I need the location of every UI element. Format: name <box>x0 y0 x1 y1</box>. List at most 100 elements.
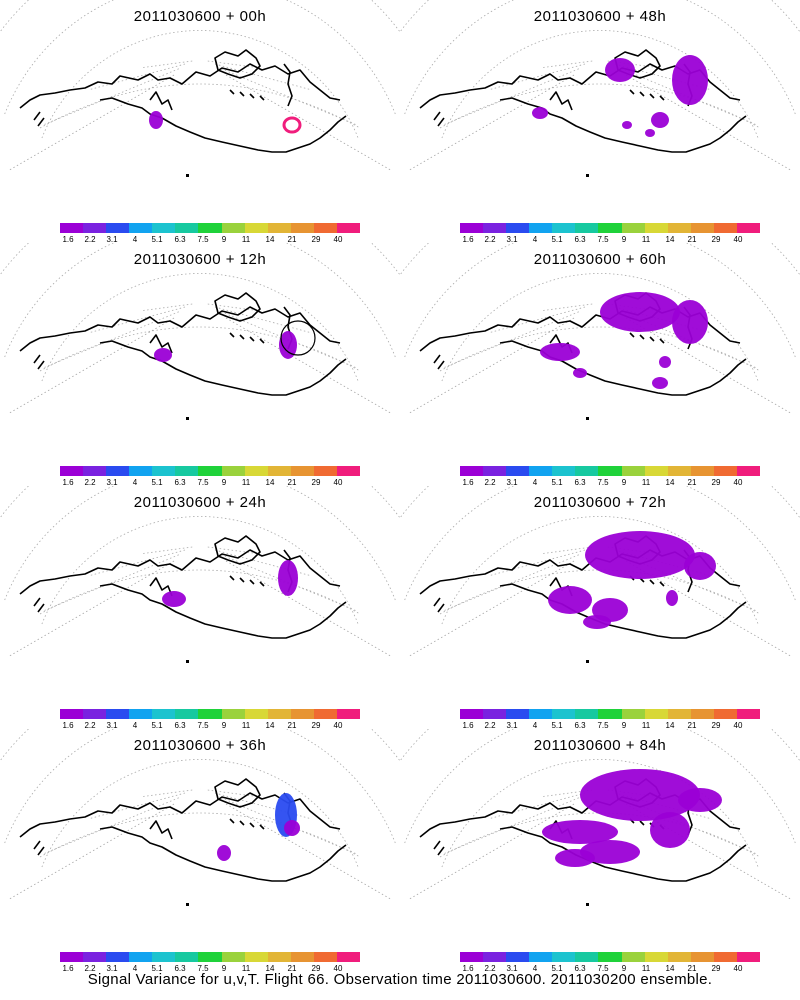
colorbar-swatch <box>552 466 576 476</box>
signal-region <box>605 58 635 82</box>
colorbar-swatch <box>336 709 361 719</box>
colorbar-swatch <box>529 709 553 719</box>
colorbar-tick-label: 9 <box>221 721 227 730</box>
signal-region <box>684 552 716 580</box>
colorbar-tick-label: 5.1 <box>151 478 163 487</box>
colorbar-swatch <box>552 709 576 719</box>
colorbar-tick-label: 7.5 <box>197 721 209 730</box>
colorbar-swatch <box>483 952 507 962</box>
colorbar-swatch <box>644 223 668 233</box>
colorbar-tick-label: 9 <box>621 478 627 487</box>
map-svg <box>400 729 800 906</box>
map-panel: 2011030600 + 72h 1.6 2.2 3.1 4 5.1 6.3 7.5 9 11 14… <box>400 486 800 730</box>
map-panel: 2011030600 + 84h 1.6 2.2 3.1 4 5.1 6.3 7.5 9 11 14… <box>400 729 800 973</box>
colorbar-swatch <box>244 709 268 719</box>
colorbar <box>460 466 761 476</box>
map-panel: 2011030600 + 00h 1.6 2.2 3.1 4 5.1 6.3 7.5 9 11 14… <box>0 0 400 244</box>
colorbar-tick-label: 3.1 <box>506 964 518 973</box>
colorbar-tick-label: 2.2 <box>484 478 496 487</box>
signal-region <box>580 769 700 821</box>
colorbar-swatch <box>198 223 222 233</box>
colorbar-swatch <box>690 466 714 476</box>
signal-region <box>652 377 668 389</box>
signal-region <box>279 331 297 359</box>
colorbar-labels: 1.6 2.2 3.1 4 5.1 6.3 7.5 9 11 14 21 29 40 <box>58 235 358 245</box>
colorbar-tick-label: 21 <box>287 478 297 487</box>
colorbar-tick-label: 3.1 <box>106 478 118 487</box>
coastline <box>19 778 347 882</box>
colorbar-swatch <box>736 709 761 719</box>
colorbar-swatch <box>690 223 714 233</box>
colorbar-tick-label: 29 <box>311 235 321 244</box>
signal-region <box>583 615 611 629</box>
colorbar-tick-label: 5.1 <box>551 964 563 973</box>
colorbar-tick-label: 29 <box>311 721 321 730</box>
colorbar-swatch <box>60 952 84 962</box>
colorbar-swatch <box>690 709 714 719</box>
colorbar-tick-label: 4 <box>132 964 138 973</box>
colorbar-swatch <box>313 709 337 719</box>
colorbar-swatch <box>60 466 84 476</box>
colorbar-tick-label: 11 <box>241 721 251 730</box>
colorbar-tick-label: 6.3 <box>174 964 186 973</box>
colorbar-tick-label: 5.1 <box>151 235 163 244</box>
colorbar-swatch <box>736 952 761 962</box>
colorbar-tick-label: 9 <box>621 721 627 730</box>
colorbar-swatch <box>460 466 484 476</box>
colorbar-tick-label: 21 <box>287 964 297 973</box>
colorbar-swatch <box>529 223 553 233</box>
colorbar-swatch <box>290 466 314 476</box>
colorbar-labels: 1.6 2.2 3.1 4 5.1 6.3 7.5 9 11 14 21 29 40 <box>458 721 758 731</box>
panel-title: 2011030600 + 36h <box>133 737 267 754</box>
colorbar-tick-label: 11 <box>641 235 651 244</box>
colorbar-swatch <box>175 952 199 962</box>
colorbar-tick-label: 14 <box>665 964 675 973</box>
colorbar-swatch <box>129 952 153 962</box>
colorbar-tick-label: 7.5 <box>197 478 209 487</box>
colorbar-swatch <box>644 709 668 719</box>
colorbar-tick-label: 5.1 <box>551 235 563 244</box>
colorbar-swatch <box>621 952 645 962</box>
colorbar-tick-label: 2.2 <box>84 235 96 244</box>
colorbar-swatch <box>506 466 530 476</box>
colorbar-tick-label: 11 <box>641 964 651 973</box>
colorbar <box>60 466 361 476</box>
figure-caption: Signal Variance for u,v,T. Flight 66. Ob… <box>87 971 713 988</box>
colorbar-swatch <box>267 709 291 719</box>
colorbar <box>60 709 361 719</box>
map-panel: 2011030600 + 36h 1.6 2.2 3.1 4 5.1 6.3 7.5 9 11 14… <box>0 729 400 973</box>
colorbar-tick-label: 2.2 <box>484 235 496 244</box>
colorbar-tick-label: 7.5 <box>597 964 609 973</box>
signal-region <box>542 820 618 844</box>
colorbar <box>460 223 761 233</box>
observation-circle <box>280 320 316 356</box>
panel-title: 2011030600 + 60h <box>533 251 667 268</box>
signal-contours <box>154 320 316 362</box>
colorbar-tick-label: 6.3 <box>174 478 186 487</box>
colorbar-tick-label: 29 <box>711 964 721 973</box>
colorbar-tick-label: 2.2 <box>84 478 96 487</box>
colorbar-tick-label: 14 <box>665 721 675 730</box>
colorbar-swatch <box>575 223 599 233</box>
signal-region <box>573 368 587 378</box>
signal-region <box>548 586 592 614</box>
signal-region <box>666 590 678 606</box>
colorbar-swatch <box>621 709 645 719</box>
colorbar-tick-label: 1.6 <box>462 235 474 244</box>
colorbar-tick-label: 40 <box>733 235 743 244</box>
colorbar-swatch <box>667 952 691 962</box>
colorbar-tick-label: 3.1 <box>106 964 118 973</box>
graticule <box>400 243 800 414</box>
colorbar-swatch <box>736 223 761 233</box>
colorbar-swatch <box>152 466 176 476</box>
graticule <box>0 729 400 900</box>
colorbar-tick-label: 9 <box>221 478 227 487</box>
colorbar-tick-label: 3.1 <box>106 235 118 244</box>
colorbar-swatch <box>529 952 553 962</box>
colorbar-swatch <box>60 223 84 233</box>
colorbar-swatch <box>175 709 199 719</box>
colorbar-swatch <box>106 223 130 233</box>
signal-contours <box>548 531 716 629</box>
colorbar-tick-label: 21 <box>687 721 697 730</box>
signal-region <box>555 849 595 867</box>
